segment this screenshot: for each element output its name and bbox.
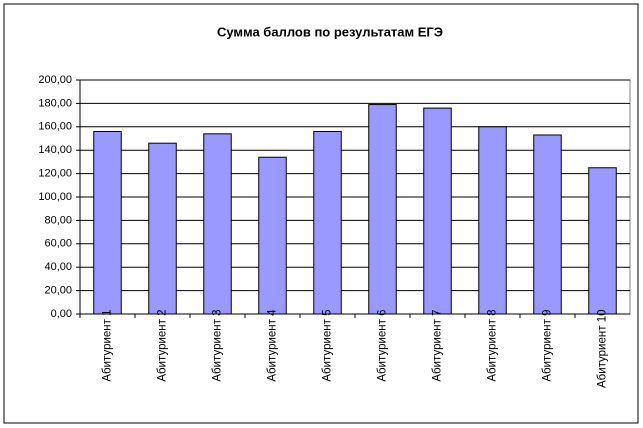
bar [423, 107, 452, 315]
y-tick-label: 20,00 [44, 285, 72, 297]
x-tick-label: Абитуриент 4 [266, 309, 278, 382]
x-tick-label: Абитуриент 5 [321, 309, 333, 382]
bar [93, 130, 122, 315]
x-tick-label: Абитуриент 10 [596, 309, 608, 389]
bar [368, 104, 397, 315]
x-tick-label: Абитуриент 3 [211, 309, 223, 382]
bar [148, 142, 177, 315]
bar [313, 130, 342, 315]
bar [533, 134, 562, 315]
y-tick-label: 120,00 [38, 168, 72, 180]
x-tick-label: Абитуриент 2 [156, 309, 168, 382]
bar [588, 167, 617, 315]
y-tick-label: 100,00 [38, 191, 72, 203]
y-tick-label: 0,00 [51, 308, 72, 320]
y-tick-label: 200,00 [38, 74, 72, 86]
x-tick-label: Абитуриент 9 [541, 309, 553, 382]
bar [478, 126, 507, 315]
y-tick-label: 160,00 [38, 121, 72, 133]
bar [258, 156, 287, 315]
x-tick-label: Абитуриент 8 [486, 309, 498, 382]
y-tick-label: 80,00 [44, 214, 72, 226]
y-tick-label: 180,00 [38, 97, 72, 109]
y-tick-label: 40,00 [44, 261, 72, 273]
y-tick-label: 60,00 [44, 238, 72, 250]
bar [203, 133, 232, 315]
x-tick-label: Абитуриент 7 [431, 309, 443, 382]
chart-title: Сумма баллов по результатам ЕГЭ [217, 24, 443, 39]
x-tick-label: Абитуриент 6 [376, 309, 388, 382]
x-tick-label: Абитуриент 1 [101, 309, 113, 382]
y-tick-label: 140,00 [38, 144, 72, 156]
